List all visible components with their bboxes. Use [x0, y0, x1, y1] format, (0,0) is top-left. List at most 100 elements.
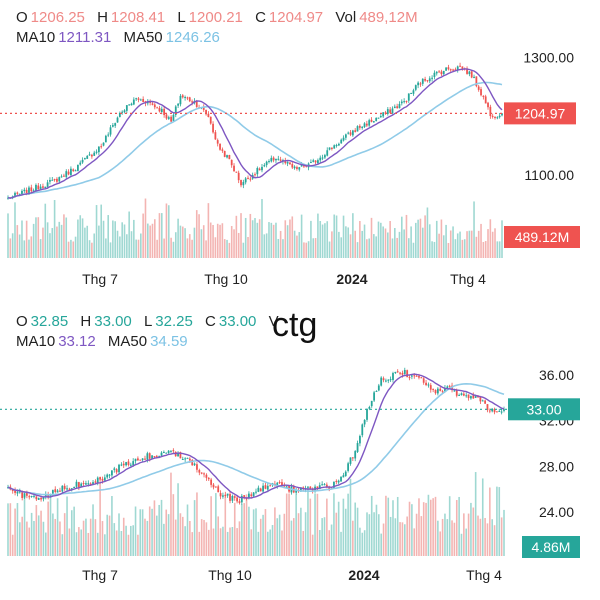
- candle-body: [426, 80, 429, 82]
- volume-bar: [300, 214, 303, 258]
- volume-bar: [335, 215, 338, 258]
- volume-bar: [437, 520, 439, 556]
- candle-body: [328, 147, 331, 150]
- candle-body: [23, 493, 26, 498]
- candle-body: [285, 486, 288, 488]
- volume-bar: [449, 230, 452, 258]
- volume-bar: [411, 504, 413, 556]
- volume-bar: [465, 528, 468, 556]
- volume-bar: [188, 234, 191, 258]
- y-tick-label: 1100.00: [524, 167, 574, 183]
- volume-bar: [293, 230, 296, 258]
- volume-bar: [205, 522, 208, 556]
- volume-label: 4.86M: [532, 539, 571, 555]
- candle-body: [223, 150, 226, 157]
- volume-bar: [392, 500, 394, 556]
- volume-bar: [375, 504, 378, 556]
- volume-bar: [337, 501, 340, 556]
- ma10-key: MA10: [16, 333, 56, 350]
- volume-bar: [21, 220, 23, 258]
- candle-body: [351, 130, 354, 136]
- x-tick-label: Thg 7: [82, 271, 118, 287]
- volume-bar: [479, 518, 482, 556]
- volume-bar: [70, 239, 72, 258]
- candle-body: [219, 143, 221, 150]
- candle-body: [151, 455, 153, 459]
- volume-bar: [427, 494, 430, 556]
- volume-bar: [359, 527, 361, 556]
- volume-bar: [113, 523, 116, 556]
- candle-body: [321, 484, 324, 486]
- candle-body: [49, 180, 51, 182]
- volume-bar: [123, 224, 126, 258]
- volume-bar: [137, 534, 139, 556]
- candle-body: [486, 404, 489, 411]
- volume-bar: [387, 232, 389, 258]
- ma-readout: MA10 1211.31 MA50 1246.26: [16, 28, 228, 48]
- candle-body: [235, 171, 238, 173]
- chart-panel-ctg: 36.00 32.00 28.00 24.00 33.00 4.86M Thg 7 Thg 1…: [0, 304, 600, 600]
- volume-bar: [328, 530, 331, 556]
- volume-bar: [270, 222, 273, 258]
- candle-body: [158, 455, 161, 457]
- candle-body: [247, 177, 249, 179]
- candle-body: [61, 485, 64, 492]
- candle-body: [44, 494, 47, 497]
- volume-value: 489,12M: [359, 9, 418, 26]
- candle-body: [72, 169, 75, 172]
- volume-bar: [342, 215, 345, 258]
- candle-body: [160, 452, 163, 456]
- volume-bar: [79, 215, 82, 258]
- candle-body: [330, 147, 333, 149]
- volume-bar: [32, 223, 35, 258]
- candle-body: [403, 369, 406, 374]
- candle-body: [254, 174, 256, 176]
- candle-body: [372, 121, 375, 123]
- volume-bar: [82, 520, 85, 556]
- candle-body: [459, 65, 461, 67]
- volume-bar: [342, 498, 345, 556]
- candle-body: [268, 161, 270, 163]
- volume-bar: [326, 498, 328, 556]
- volume-bar: [432, 498, 434, 556]
- candle-body: [68, 488, 71, 490]
- candle-body: [14, 490, 16, 493]
- volume-bar: [122, 517, 125, 556]
- candle-body: [250, 494, 253, 497]
- candles: [7, 62, 503, 200]
- low-key: L: [143, 313, 153, 330]
- candle-body: [489, 106, 492, 117]
- candle-body: [382, 378, 385, 381]
- volume-bar: [7, 213, 9, 258]
- candle-body: [498, 115, 501, 118]
- volume-bar: [98, 225, 100, 258]
- candle-body: [134, 458, 137, 462]
- candle-body: [468, 71, 471, 75]
- volume-bar: [305, 242, 308, 258]
- volume-bar: [438, 233, 440, 258]
- volume-bar: [284, 220, 287, 258]
- candle-body: [177, 452, 179, 457]
- candle-body: [344, 471, 347, 476]
- volume-key: Vol: [335, 9, 357, 26]
- low-value: 1200.21: [188, 9, 243, 26]
- volume-bar: [434, 496, 437, 556]
- candle-body: [30, 187, 33, 192]
- candle-body: [151, 103, 154, 105]
- ticker-overlay-label: ctg: [272, 306, 318, 344]
- volume-bar: [21, 516, 23, 556]
- volume-bar: [28, 527, 31, 556]
- volume-bar: [440, 219, 443, 258]
- volume-bar: [25, 220, 28, 258]
- candle-body: [144, 458, 146, 460]
- volume-bar: [396, 237, 398, 258]
- price-chart-index[interactable]: 1300.00 1100.00 1204.97 489.12M Thg 7 Thg 10 2…: [0, 0, 600, 296]
- candle-body: [392, 373, 394, 380]
- candle-body: [396, 371, 399, 373]
- candle-body: [216, 140, 219, 144]
- volume-bar: [63, 513, 66, 556]
- candle-body: [122, 463, 125, 466]
- candle-body: [21, 490, 24, 499]
- candle-body: [333, 481, 335, 489]
